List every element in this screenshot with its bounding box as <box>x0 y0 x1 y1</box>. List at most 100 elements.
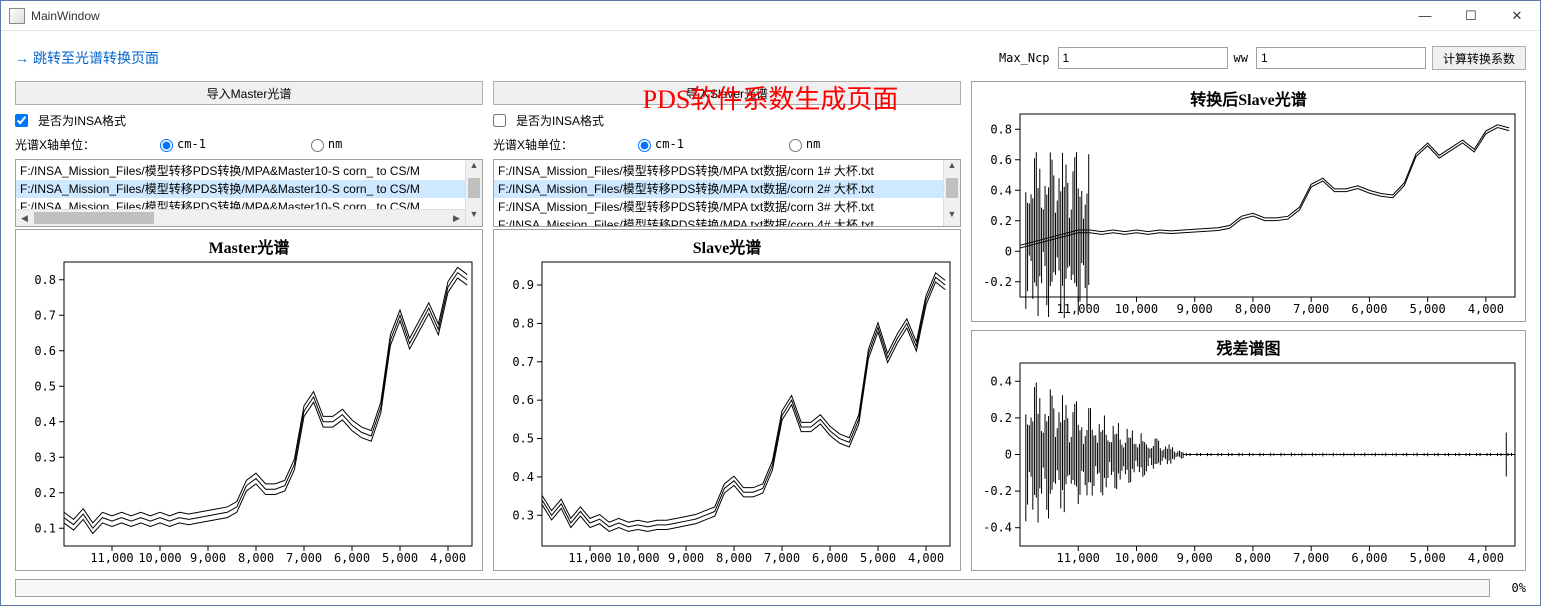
maximize-button[interactable]: ☐ <box>1448 1 1494 31</box>
master-xunit-row: 光谱X轴单位： cm-1 nm <box>15 133 483 155</box>
svg-text:8,000: 8,000 <box>1235 302 1271 316</box>
svg-text:0.8: 0.8 <box>990 122 1012 136</box>
master-radio-nm-input[interactable] <box>311 139 324 152</box>
slave-chart: Slave光谱 0.30.40.50.60.70.80.911,00010,00… <box>493 229 961 571</box>
svg-text:11,000: 11,000 <box>90 551 133 565</box>
nav-link-spectrum-convert[interactable]: → 跳转至光谱转换页面 <box>15 48 159 68</box>
vscrollbar[interactable]: ▲▼ <box>465 160 482 226</box>
ww-input[interactable] <box>1256 47 1426 69</box>
svg-text:0.2: 0.2 <box>990 214 1012 228</box>
svg-text:5,000: 5,000 <box>860 551 896 565</box>
svg-text:7,000: 7,000 <box>286 551 322 565</box>
master-insa-row: 是否为INSA格式 <box>15 109 483 131</box>
master-insa-checkbox[interactable] <box>15 114 28 127</box>
slave-insa-label: 是否为INSA格式 <box>516 112 604 129</box>
list-item[interactable]: F:/INSA_Mission_Files/模型转移PDS转换/MPA txt数… <box>494 162 960 180</box>
svg-text:-0.2: -0.2 <box>983 275 1012 289</box>
master-column: 导入Master光谱 是否为INSA格式 光谱X轴单位： cm-1 nm F:/… <box>15 81 483 571</box>
svg-text:10,000: 10,000 <box>138 551 181 565</box>
master-chart-plot: 0.10.20.30.40.50.60.70.811,00010,0009,00… <box>16 256 482 570</box>
svg-text:0: 0 <box>1005 244 1012 258</box>
svg-text:0: 0 <box>1005 448 1012 462</box>
progress-percent: 0% <box>1496 581 1526 595</box>
nav-link-label: 跳转至光谱转换页面 <box>33 48 159 68</box>
svg-text:0.6: 0.6 <box>512 393 534 407</box>
list-item[interactable]: F:/INSA_Mission_Files/模型转移PDS转换/MPA&Mast… <box>16 162 482 180</box>
max-ncp-label: Max_Ncp <box>999 51 1050 65</box>
svg-text:11,000: 11,000 <box>1057 551 1100 565</box>
svg-text:8,000: 8,000 <box>1235 551 1271 565</box>
import-slave-button[interactable]: 导入Slaver光谱 <box>493 81 961 105</box>
slave-chart-plot: 0.30.40.50.60.70.80.911,00010,0009,0008,… <box>494 256 960 570</box>
svg-text:7,000: 7,000 <box>1293 551 1329 565</box>
svg-text:4,000: 4,000 <box>908 551 944 565</box>
svg-text:10,000: 10,000 <box>1115 302 1158 316</box>
master-chart-title: Master光谱 <box>16 230 482 258</box>
svg-text:0.4: 0.4 <box>990 374 1012 388</box>
hscrollbar[interactable]: ◀▶ <box>16 209 465 226</box>
svg-text:6,000: 6,000 <box>812 551 848 565</box>
svg-text:0.5: 0.5 <box>512 432 534 446</box>
max-ncp-input[interactable] <box>1058 47 1228 69</box>
list-item[interactable]: F:/INSA_Mission_Files/模型转移PDS转换/MPA txt数… <box>494 198 960 216</box>
svg-text:9,000: 9,000 <box>1177 302 1213 316</box>
top-row: → 跳转至光谱转换页面 Max_Ncp ww 计算转换系数 <box>15 41 1526 75</box>
svg-text:5,000: 5,000 <box>382 551 418 565</box>
svg-text:0.2: 0.2 <box>34 486 56 500</box>
list-item[interactable]: F:/INSA_Mission_Files/模型转移PDS转换/MPA txt数… <box>494 216 960 227</box>
slave-xunit-row: 光谱X轴单位： cm-1 nm <box>493 133 961 155</box>
slave-column: 导入Slaver光谱 是否为INSA格式 光谱X轴单位： cm-1 nm F:/… <box>493 81 961 571</box>
svg-text:0.8: 0.8 <box>34 273 56 287</box>
svg-text:10,000: 10,000 <box>1115 551 1158 565</box>
svg-text:7,000: 7,000 <box>1293 302 1329 316</box>
slave-radio-cm-input[interactable] <box>638 139 651 152</box>
slave-insa-row: 是否为INSA格式 <box>493 109 961 131</box>
master-insa-label: 是否为INSA格式 <box>38 112 126 129</box>
svg-text:11,000: 11,000 <box>568 551 611 565</box>
param-row: Max_Ncp ww 计算转换系数 <box>999 46 1526 70</box>
svg-text:0.9: 0.9 <box>512 278 534 292</box>
compute-button[interactable]: 计算转换系数 <box>1432 46 1526 70</box>
list-item[interactable]: F:/INSA_Mission_Files/模型转移PDS转换/MPA txt数… <box>494 180 960 198</box>
ww-label: ww <box>1234 51 1248 65</box>
master-radio-nm[interactable]: nm <box>306 136 342 152</box>
slave-radio-nm-input[interactable] <box>789 139 802 152</box>
slave-file-list[interactable]: F:/INSA_Mission_Files/模型转移PDS转换/MPA txt数… <box>493 159 961 227</box>
master-radio-cm[interactable]: cm-1 <box>155 136 206 152</box>
svg-text:4,000: 4,000 <box>1468 302 1504 316</box>
main-row: 导入Master光谱 是否为INSA格式 光谱X轴单位： cm-1 nm F:/… <box>15 81 1526 571</box>
svg-text:9,000: 9,000 <box>190 551 226 565</box>
svg-text:0.5: 0.5 <box>34 379 56 393</box>
right-column: 转换后Slave光谱 -0.200.20.40.60.811,00010,000… <box>971 81 1526 571</box>
list-item[interactable]: F:/INSA_Mission_Files/模型转移PDS转换/MPA&Mast… <box>16 180 482 198</box>
import-master-button[interactable]: 导入Master光谱 <box>15 81 483 105</box>
progress-row: 0% <box>15 577 1526 599</box>
arrow-right-icon: → <box>15 50 29 66</box>
svg-text:0.8: 0.8 <box>512 316 534 330</box>
app-icon <box>9 8 25 24</box>
titlebar: MainWindow — ☐ ✕ <box>1 1 1540 31</box>
close-button[interactable]: ✕ <box>1494 1 1540 31</box>
main-window: MainWindow — ☐ ✕ PDS软件系数生成页面 → 跳转至光谱转换页面… <box>0 0 1541 606</box>
svg-text:6,000: 6,000 <box>1351 551 1387 565</box>
slave-chart-title: Slave光谱 <box>494 230 960 258</box>
master-radio-cm-input[interactable] <box>160 139 173 152</box>
svg-text:0.7: 0.7 <box>512 355 534 369</box>
svg-text:0.4: 0.4 <box>512 470 534 484</box>
svg-text:0.3: 0.3 <box>34 450 56 464</box>
svg-text:-0.4: -0.4 <box>983 521 1012 535</box>
master-chart: Master光谱 0.10.20.30.40.50.60.70.811,0001… <box>15 229 483 571</box>
svg-text:5,000: 5,000 <box>1410 551 1446 565</box>
svg-text:0.6: 0.6 <box>990 153 1012 167</box>
svg-text:9,000: 9,000 <box>1177 551 1213 565</box>
window-title: MainWindow <box>31 9 100 23</box>
vscrollbar[interactable]: ▲▼ <box>943 160 960 226</box>
slave-insa-checkbox[interactable] <box>493 114 506 127</box>
slave-radio-nm[interactable]: nm <box>784 136 820 152</box>
svg-text:0.1: 0.1 <box>34 521 56 535</box>
svg-text:0.4: 0.4 <box>990 183 1012 197</box>
residual-chart: 残差谱图 -0.4-0.200.20.411,00010,0009,0008,0… <box>971 330 1526 571</box>
minimize-button[interactable]: — <box>1402 1 1448 31</box>
slave-radio-cm[interactable]: cm-1 <box>633 136 684 152</box>
master-file-list[interactable]: F:/INSA_Mission_Files/模型转移PDS转换/MPA&Mast… <box>15 159 483 227</box>
